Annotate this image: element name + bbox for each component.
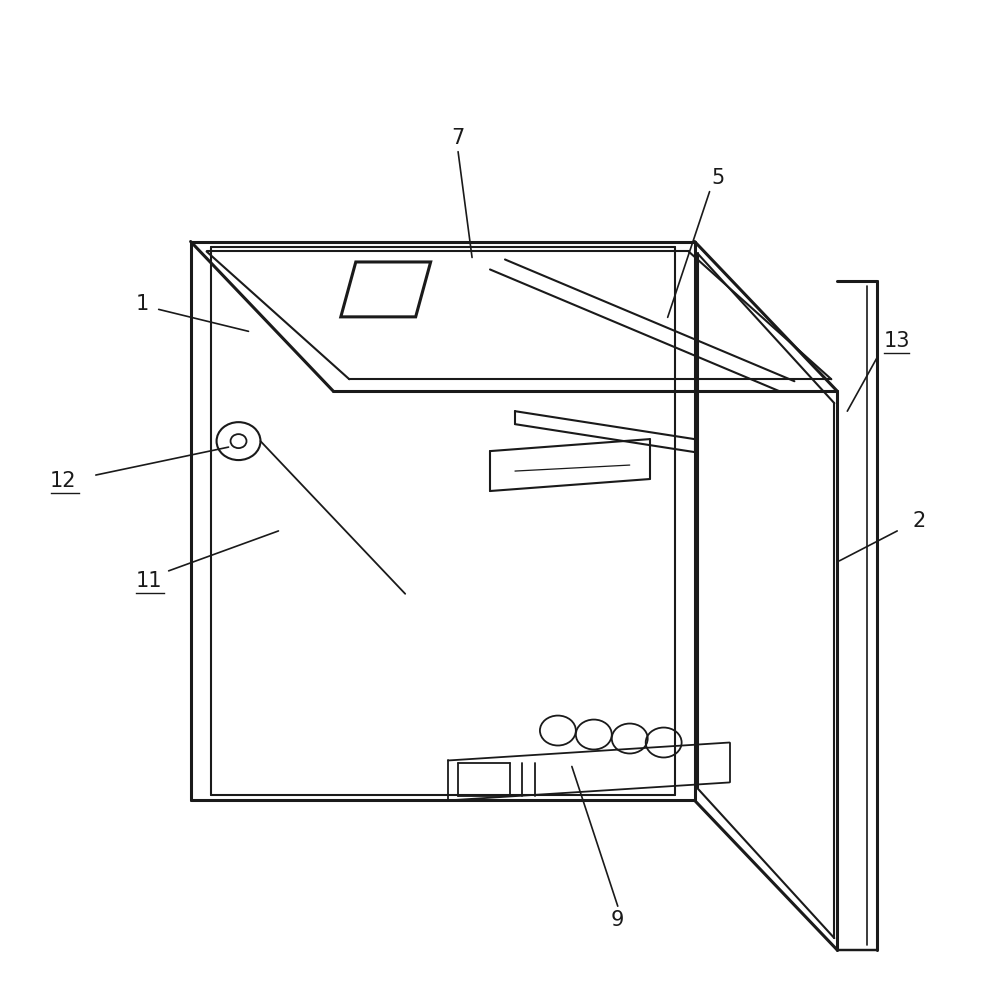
- Text: 13: 13: [884, 331, 910, 351]
- Text: 2: 2: [913, 511, 926, 531]
- Text: 1: 1: [136, 294, 149, 314]
- Text: 11: 11: [135, 571, 162, 591]
- Text: 12: 12: [50, 471, 76, 491]
- Text: 7: 7: [451, 128, 465, 148]
- Text: 9: 9: [611, 910, 624, 930]
- Text: 5: 5: [711, 168, 724, 188]
